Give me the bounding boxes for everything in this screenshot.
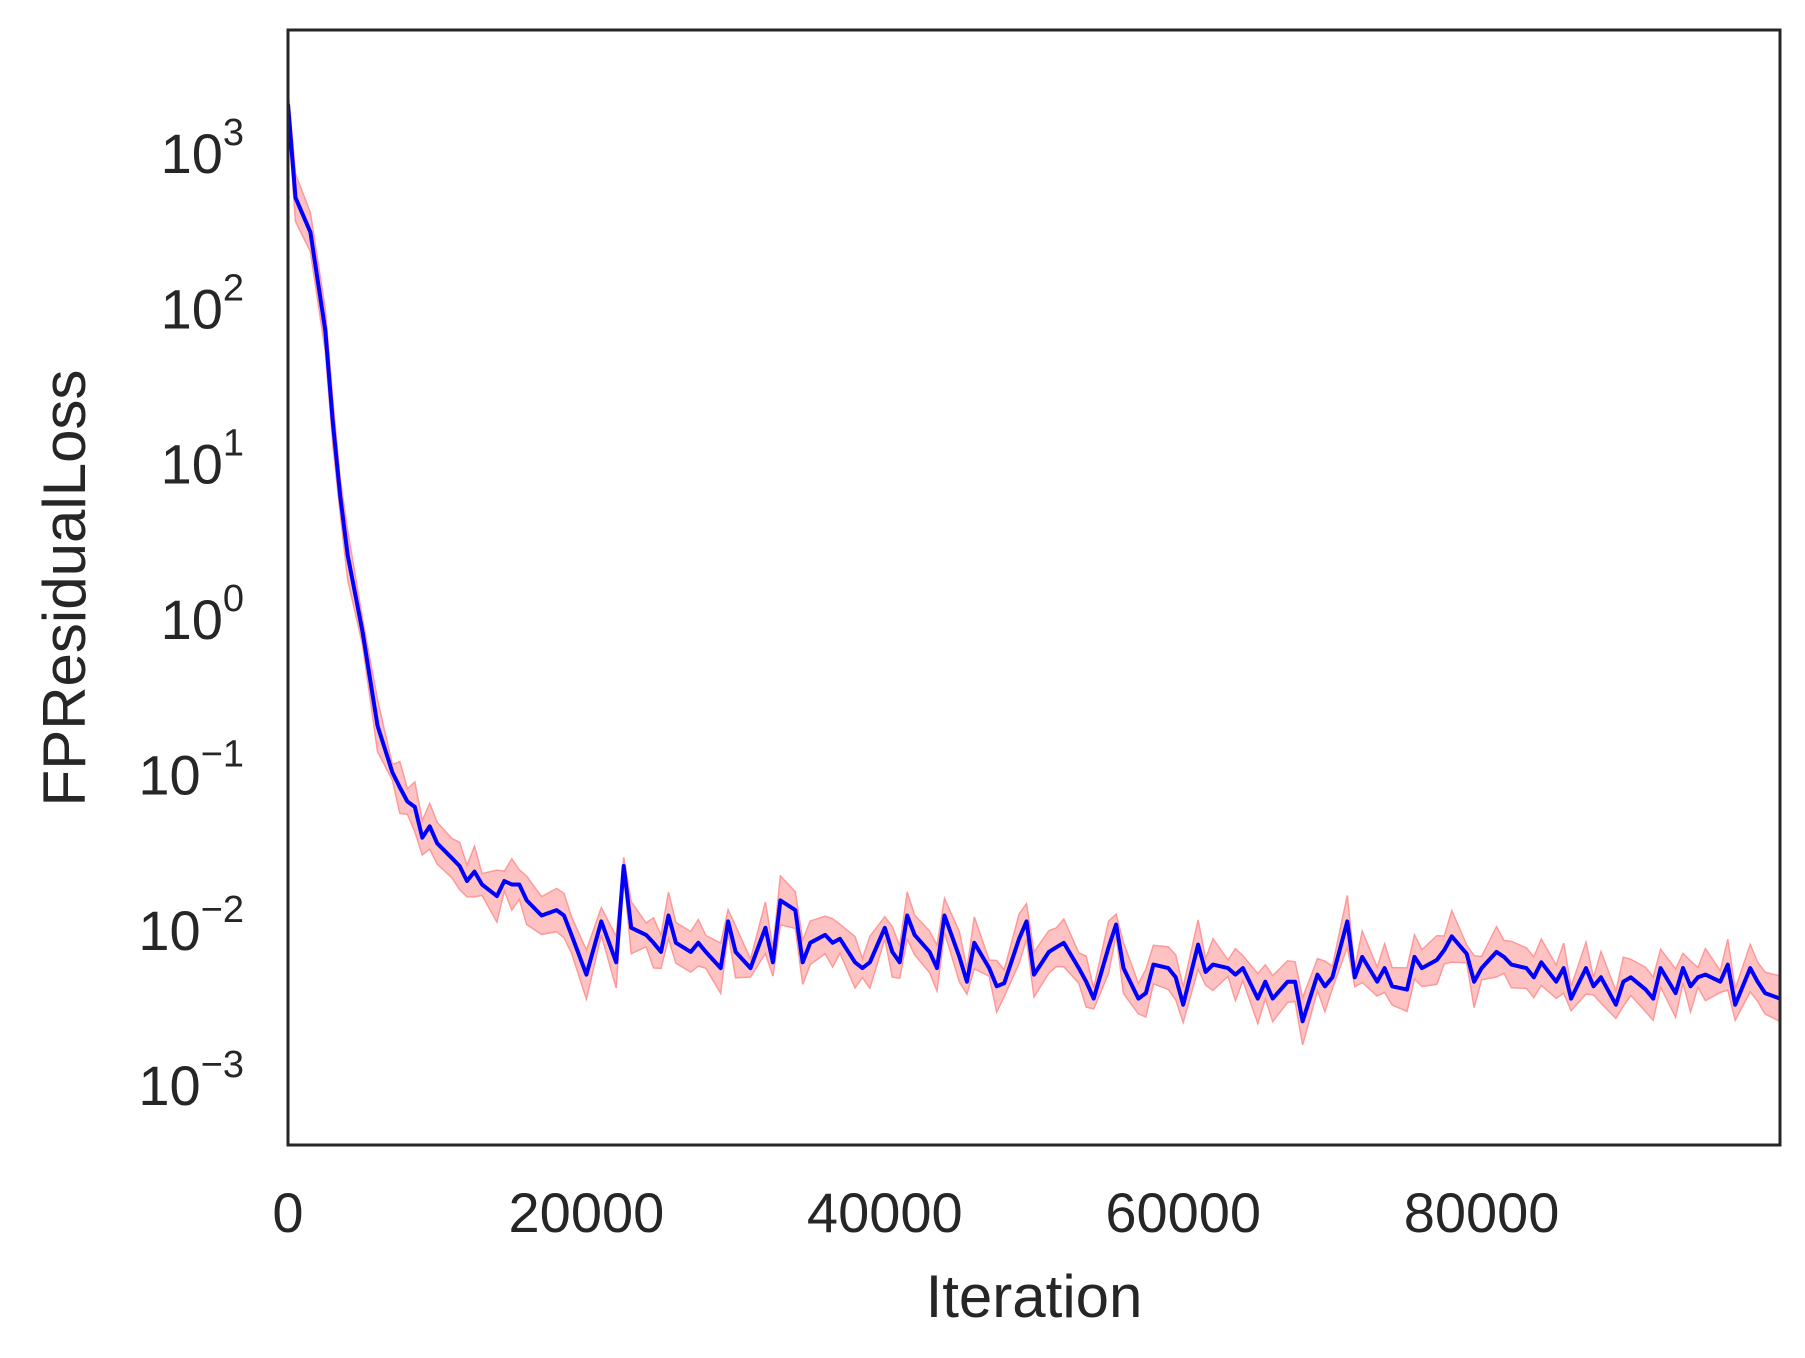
series-0-line <box>288 103 1780 1024</box>
y-tick-label: 100 <box>161 578 244 651</box>
plot-area <box>288 88 1780 1046</box>
x-tick-label: 80000 <box>1404 1181 1560 1244</box>
x-axis-label: Iteration <box>926 1263 1143 1330</box>
y-tick-label: 103 <box>161 112 244 185</box>
x-tick-label: 0 <box>272 1181 303 1244</box>
x-tick-label: 60000 <box>1105 1181 1261 1244</box>
y-tick-label: 102 <box>161 267 244 340</box>
y-axis-ticks: 10−3 10−2 10−1 100 101 102 103 <box>138 112 244 1117</box>
y-axis-label: FPResidualLoss <box>31 370 98 807</box>
x-tick-label: 40000 <box>807 1181 963 1244</box>
x-axis-ticks: 0 20000 40000 60000 80000 <box>272 1181 1559 1244</box>
series-0-band <box>288 88 1780 1046</box>
y-tick-label: 101 <box>161 423 244 496</box>
x-tick-label: 20000 <box>509 1181 665 1244</box>
y-tick-label: 10−2 <box>138 889 244 962</box>
y-tick-label: 10−1 <box>138 733 244 806</box>
y-tick-label: 10−3 <box>138 1044 244 1117</box>
plot-frame <box>286 28 1782 1147</box>
